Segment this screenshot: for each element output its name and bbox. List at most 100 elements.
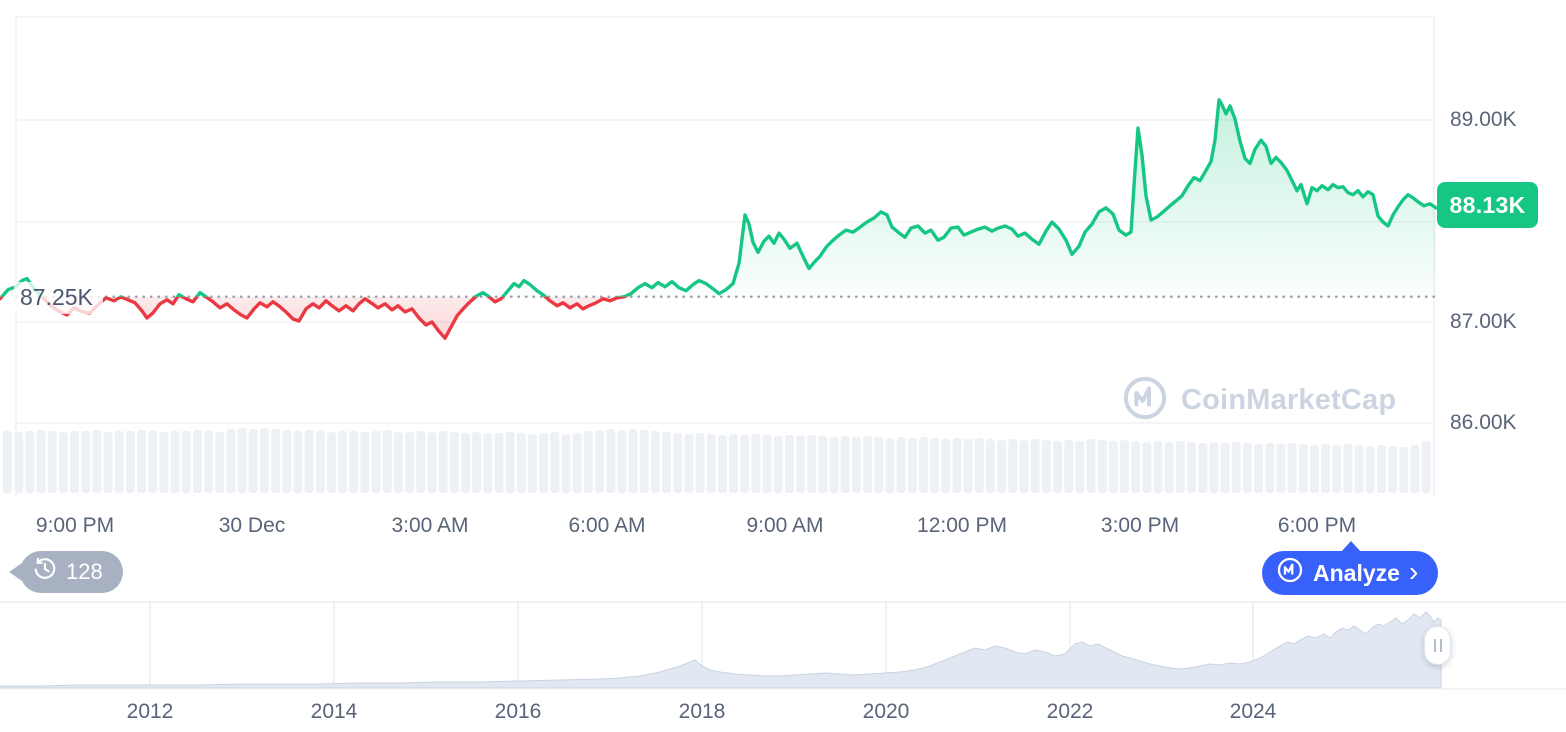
volume-bar: [125, 431, 135, 493]
watermark-text: CoinMarketCap: [1181, 383, 1397, 416]
volume-bar: [1343, 444, 1353, 493]
volume-bar: [528, 434, 537, 493]
analyze-logo-icon: [1276, 556, 1304, 590]
volume-bar: [1276, 444, 1286, 493]
history-count-badge[interactable]: 128: [20, 551, 123, 593]
year-axis-label: 2014: [310, 700, 358, 723]
volume-bar: [215, 432, 225, 493]
volume-bar: [561, 434, 571, 493]
volume-bar: [974, 438, 984, 493]
volume-bar: [304, 430, 314, 493]
volume-bar: [170, 431, 180, 493]
volume-bar: [58, 432, 68, 493]
volume-bar: [1287, 443, 1297, 493]
year-axis-label: 2022: [1046, 700, 1094, 723]
navigator-range-handle[interactable]: [1424, 626, 1451, 665]
volume-bar: [159, 432, 169, 493]
volume-bar: [103, 432, 113, 493]
volume-bar: [248, 429, 258, 493]
volume-bar: [1131, 441, 1141, 493]
volume-bar: [92, 430, 102, 493]
volume-bar: [1075, 441, 1085, 493]
volume-bar: [907, 438, 917, 493]
volume-bar: [1198, 443, 1208, 493]
time-axis-label: 6:00 PM: [1277, 514, 1357, 537]
volume-bar: [1008, 439, 1018, 493]
volume-bar: [81, 431, 91, 493]
volume-bar: [1164, 442, 1174, 493]
volume-bar: [818, 436, 828, 493]
volume-bar: [717, 435, 727, 493]
year-axis-label: 2018: [678, 700, 726, 723]
volume-bar: [1365, 446, 1375, 493]
volume-bar: [360, 432, 370, 493]
year-axis-label: 2012: [126, 700, 174, 723]
volume-bar: [1153, 441, 1163, 493]
volume-bar: [885, 438, 895, 493]
time-axis-label: 12:00 PM: [917, 514, 1007, 537]
volume-bar: [1086, 439, 1096, 493]
volume-bar: [952, 438, 962, 493]
volume-bar: [1053, 441, 1062, 493]
volume-bar: [1064, 440, 1074, 493]
volume-bar: [494, 433, 504, 493]
volume-bar: [315, 431, 325, 493]
volume-bar: [1399, 447, 1409, 493]
volume-bar: [896, 437, 906, 493]
price-area-up: [0, 99, 1436, 297]
coinmarketcap-watermark: CoinMarketCap: [1122, 374, 1396, 426]
time-axis-label: 3:00 PM: [1100, 514, 1180, 537]
volume-bar: [796, 436, 806, 493]
volume-bar: [930, 438, 940, 493]
time-axis-label: 30 Dec: [218, 514, 286, 537]
volume-bar: [684, 434, 694, 493]
volume-bar: [1220, 443, 1230, 493]
handle-grip-icon: [1433, 639, 1436, 652]
volume-bar: [1321, 444, 1331, 493]
volume-bar: [393, 432, 403, 493]
volume-bar: [851, 437, 861, 493]
volume-bar: [997, 440, 1007, 493]
volume-bar: [606, 429, 616, 493]
volume-bar: [271, 429, 281, 493]
volume-bar: [673, 433, 683, 493]
analyze-button[interactable]: Analyze ›: [1262, 541, 1439, 595]
volume-bar: [483, 433, 493, 493]
volume-bar: [1298, 444, 1308, 493]
volume-bar: [1421, 441, 1431, 493]
volume-bar: [137, 430, 146, 493]
volume-bar: [840, 436, 850, 493]
volume-bar: [874, 437, 884, 493]
volume-bar: [740, 435, 750, 493]
volume-bar: [1332, 445, 1342, 493]
volume-bar: [181, 431, 191, 493]
navigator[interactable]: [0, 601, 1566, 690]
volume-bar: [1108, 441, 1118, 493]
volume-bar: [416, 431, 426, 493]
handle-grip-icon: [1439, 639, 1442, 652]
year-axis-label: 2016: [494, 700, 542, 723]
volume-bar: [706, 434, 716, 493]
volume-bar: [259, 428, 269, 493]
volume-bar: [1120, 440, 1129, 493]
current-price-badge: 88.13K: [1437, 182, 1538, 228]
volume-bar: [349, 431, 359, 493]
history-count: 128: [66, 559, 103, 584]
volume-bar: [829, 437, 839, 493]
volume-bar: [1175, 441, 1185, 493]
volume-bar: [148, 431, 158, 493]
volume-bar: [762, 435, 772, 493]
volume-bar: [472, 432, 482, 493]
volume-bar: [226, 429, 236, 493]
baseline-price-label: 87.25K: [14, 282, 103, 314]
volume-bar: [237, 428, 247, 493]
volume-bar: [70, 431, 79, 493]
volume-bar: [505, 432, 515, 493]
volume-bar: [1030, 439, 1040, 493]
volume-bar: [449, 432, 459, 493]
chevron-right-icon: ›: [1408, 555, 1419, 587]
volume-bar: [438, 431, 448, 493]
time-axis-label: 9:00 PM: [35, 514, 115, 537]
volume-bar: [282, 430, 292, 493]
